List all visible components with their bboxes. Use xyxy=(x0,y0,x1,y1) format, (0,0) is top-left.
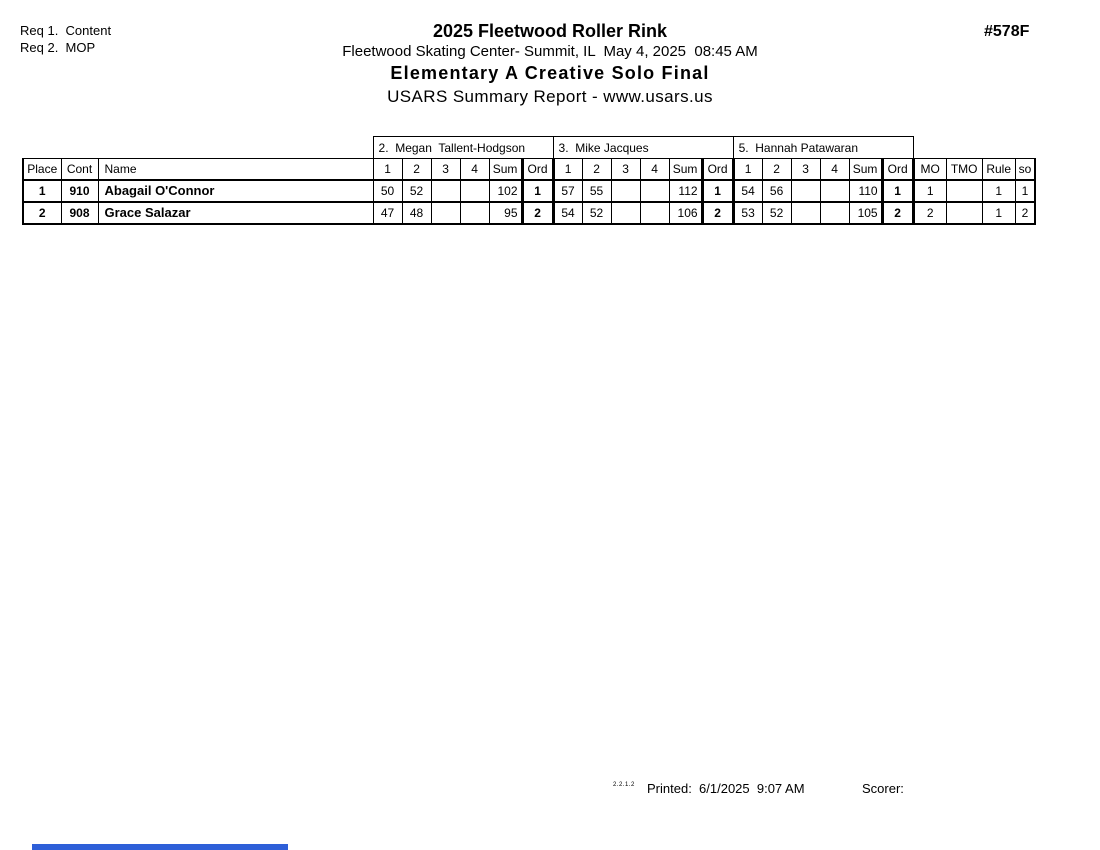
cont-cell: 908 xyxy=(60,201,99,225)
rule-cell: 1 xyxy=(981,179,1016,203)
col-header-score: 1 xyxy=(372,158,403,181)
sum-cell: 102 xyxy=(488,179,523,203)
sum-cell: 110 xyxy=(848,179,883,203)
score-cell: 52 xyxy=(761,201,792,225)
mo-cell: 1 xyxy=(912,179,947,203)
score-cell xyxy=(819,201,850,225)
report-type-line: USARS Summary Report - www.usars.us xyxy=(387,87,713,106)
skater-name: Grace Salazar xyxy=(97,201,374,225)
score-cell xyxy=(430,201,461,225)
score-cell: 48 xyxy=(401,201,432,225)
rink-title: 2025 Fleetwood Roller Rink xyxy=(432,21,668,41)
col-header-score: 4 xyxy=(459,158,490,181)
col-header-so: so xyxy=(1014,158,1037,181)
col-header-score: 2 xyxy=(761,158,792,181)
score-cell xyxy=(459,179,490,203)
col-header-score: 2 xyxy=(401,158,432,181)
mo-cell: 2 xyxy=(912,201,947,225)
ord-cell: 1 xyxy=(520,179,555,203)
cont-cell: 910 xyxy=(60,179,99,203)
col-header-score: 4 xyxy=(639,158,670,181)
req-line-1: Req 1. Content xyxy=(20,23,112,38)
judge-3-header: 5. Hannah Patawaran xyxy=(732,136,914,159)
col-header-score: 3 xyxy=(610,158,641,181)
venue-date-line: Fleetwood Skating Center- Summit, IL May… xyxy=(342,43,758,60)
score-cell xyxy=(639,201,670,225)
printed-timestamp: Printed: 6/1/2025 9:07 AM xyxy=(647,781,805,796)
ord-cell: 2 xyxy=(520,201,555,225)
score-cell xyxy=(819,179,850,203)
score-cell xyxy=(790,201,821,225)
ord-cell: 1 xyxy=(880,179,915,203)
req-line-2: Req 2. MOP xyxy=(20,40,96,55)
event-number: #578F xyxy=(984,23,1030,40)
judge-2-header: 3. Mike Jacques xyxy=(552,136,734,159)
place-cell: 1 xyxy=(22,179,62,203)
ord-cell: 1 xyxy=(700,179,735,203)
col-header-ord: Ord xyxy=(880,158,915,181)
score-cell: 52 xyxy=(401,179,432,203)
requirements-block: Req 1. Content Req 2. MOP xyxy=(20,22,111,56)
col-header-rule: Rule xyxy=(981,158,1016,181)
sum-cell: 106 xyxy=(668,201,703,225)
col-header-cont: Cont xyxy=(60,158,99,181)
score-cell: 56 xyxy=(761,179,792,203)
score-cell: 55 xyxy=(581,179,612,203)
col-header-ord: Ord xyxy=(520,158,555,181)
col-header-score: 1 xyxy=(552,158,583,181)
so-cell: 2 xyxy=(1014,201,1037,225)
results-table: 2. Megan Tallent-Hodgson 3. Mike Jacques… xyxy=(22,136,1037,225)
sum-cell: 112 xyxy=(668,179,703,203)
col-header-ord: Ord xyxy=(700,158,735,181)
score-cell xyxy=(430,179,461,203)
event-title: Elementary A Creative Solo Final xyxy=(390,63,710,83)
col-header-tmo: TMO xyxy=(945,158,983,181)
tmo-cell xyxy=(945,201,983,225)
col-header-place: Place xyxy=(22,158,62,181)
col-header-name: Name xyxy=(97,158,374,181)
score-cell: 47 xyxy=(372,201,403,225)
col-header-sum: Sum xyxy=(488,158,523,181)
col-header-score: 3 xyxy=(790,158,821,181)
col-header-mo: MO xyxy=(912,158,947,181)
tmo-cell xyxy=(945,179,983,203)
score-cell xyxy=(639,179,670,203)
bottom-blue-strip xyxy=(32,844,288,850)
software-version: 2.2.1.2 xyxy=(613,782,635,788)
result-row: 1 910 Abagail O'Connor 50 52 102 1 57 55… xyxy=(22,179,1037,203)
score-cell xyxy=(790,179,821,203)
judge-name-row: 2. Megan Tallent-Hodgson 3. Mike Jacques… xyxy=(23,136,1035,159)
sum-cell: 95 xyxy=(488,201,523,225)
col-header-score: 4 xyxy=(819,158,850,181)
col-header-score: 3 xyxy=(430,158,461,181)
col-header-score: 2 xyxy=(581,158,612,181)
score-cell: 54 xyxy=(552,201,583,225)
score-cell: 54 xyxy=(732,179,763,203)
judge-row-spacer-left xyxy=(23,137,373,159)
col-header-sum: Sum xyxy=(848,158,883,181)
column-header-row: Place Cont Name 1 2 3 4 Sum Ord 1 2 3 4 … xyxy=(22,158,1037,181)
score-cell: 50 xyxy=(372,179,403,203)
rule-cell: 1 xyxy=(981,201,1016,225)
skater-name: Abagail O'Connor xyxy=(97,179,374,203)
report-header: 2025 Fleetwood Roller Rink Fleetwood Ska… xyxy=(0,20,1100,109)
judge-row-spacer-right xyxy=(913,137,1035,159)
so-cell: 1 xyxy=(1014,179,1037,203)
col-header-sum: Sum xyxy=(668,158,703,181)
score-cell xyxy=(459,201,490,225)
place-cell: 2 xyxy=(22,201,62,225)
result-row: 2 908 Grace Salazar 47 48 95 2 54 52 106… xyxy=(22,201,1037,225)
score-cell: 53 xyxy=(732,201,763,225)
score-cell xyxy=(610,201,641,225)
score-cell xyxy=(610,179,641,203)
sum-cell: 105 xyxy=(848,201,883,225)
ord-cell: 2 xyxy=(700,201,735,225)
col-header-score: 1 xyxy=(732,158,763,181)
judge-1-header: 2. Megan Tallent-Hodgson xyxy=(372,136,554,159)
score-cell: 57 xyxy=(552,179,583,203)
ord-cell: 2 xyxy=(880,201,915,225)
score-cell: 52 xyxy=(581,201,612,225)
scorer-label: Scorer: xyxy=(862,781,904,796)
